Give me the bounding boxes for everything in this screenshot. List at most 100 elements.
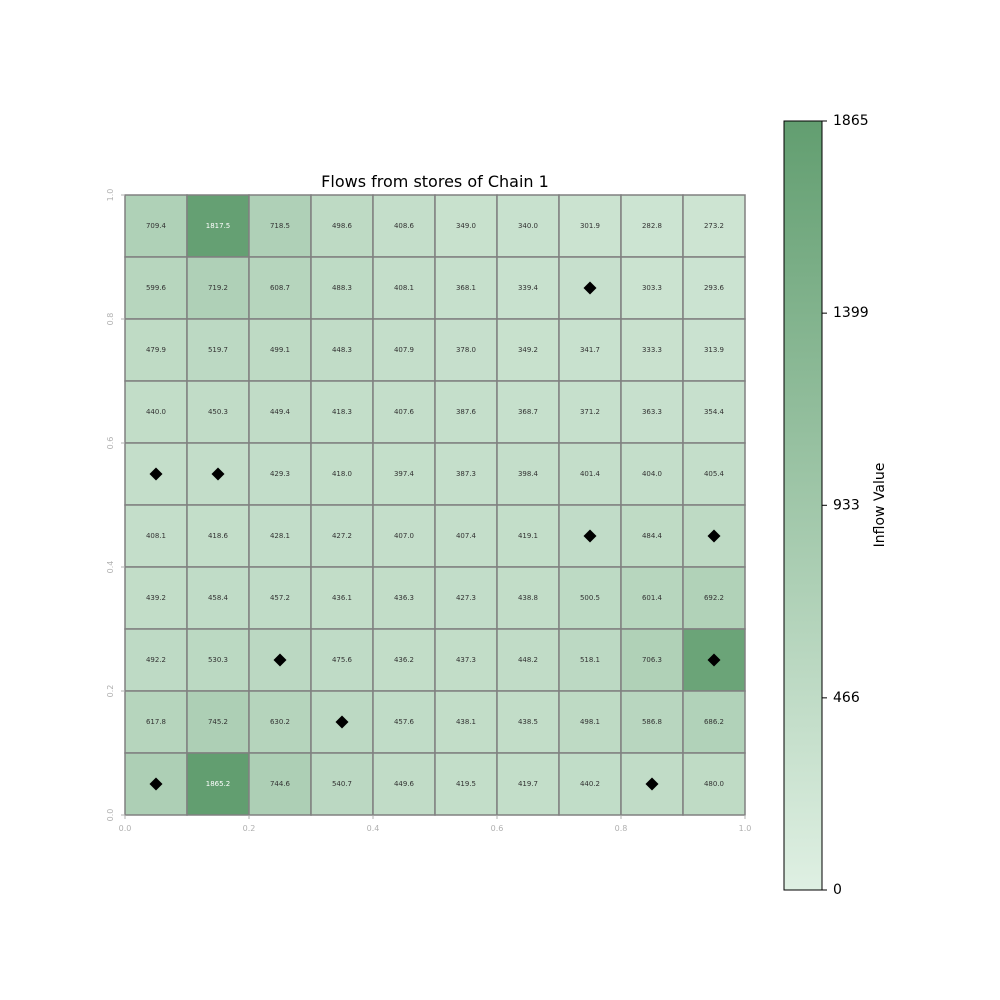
cell-value-label: 339.4 <box>518 284 539 292</box>
heatmap-cell <box>496 318 560 382</box>
cell-value-label: 438.8 <box>518 594 538 602</box>
y-tick-label: 0.6 <box>106 437 115 450</box>
heatmap-cell <box>496 566 560 630</box>
cell-value-label: 363.3 <box>642 408 662 416</box>
cell-value-label: 405.4 <box>704 470 725 478</box>
y-axis-ticks: 0.0 0.2 0.4 0.6 0.8 1.0 <box>106 189 125 822</box>
y-tick-label: 1.0 <box>106 189 115 202</box>
store-marker <box>149 467 163 481</box>
colorbar-ticks: 0 466 933 1399 1865 <box>822 113 869 898</box>
heatmap-cell <box>558 566 622 630</box>
cell-value-label: 586.8 <box>642 718 662 726</box>
y-tick-label: 0.0 <box>106 809 115 822</box>
cell-value-label: 438.5 <box>518 718 538 726</box>
heatmap-cell <box>496 256 560 320</box>
y-tick-label: 0.4 <box>106 561 115 574</box>
cell-value-label: 436.3 <box>394 594 414 602</box>
cell-value-label: 480.0 <box>704 780 724 788</box>
cell-value-label: 418.0 <box>332 470 352 478</box>
cell-value-label: 293.6 <box>704 284 725 292</box>
cell-value-label: 617.8 <box>146 718 166 726</box>
heatmap-cell <box>186 318 250 382</box>
cell-value-label: 407.9 <box>394 346 414 354</box>
cell-value-label: 492.2 <box>146 656 166 664</box>
cell-value-label: 418.3 <box>332 408 352 416</box>
cell-value-label: 408.6 <box>394 222 415 230</box>
heatmap-cell <box>372 442 436 506</box>
heatmap-cell <box>248 690 312 754</box>
colorbar: 0 466 933 1399 1865 Inflow Value <box>783 113 888 898</box>
cell-value-label: 439.2 <box>146 594 166 602</box>
x-tick-label: 0.2 <box>243 824 256 833</box>
y-tick-label: 0.8 <box>106 313 115 326</box>
cell-value-label: 479.9 <box>146 346 166 354</box>
cell-value-label: 448.3 <box>332 346 352 354</box>
heatmap-cell <box>682 690 746 754</box>
heatmap-cell <box>186 628 250 692</box>
cell-value-label: 419.1 <box>518 532 538 540</box>
cell-value-label: 488.3 <box>332 284 352 292</box>
cell-value-label: 498.6 <box>332 222 353 230</box>
cell-value-label: 440.0 <box>146 408 166 416</box>
heatmap-cell <box>124 566 188 630</box>
heatmap-cell <box>124 318 188 382</box>
store-markers <box>149 281 721 791</box>
x-tick-label: 1.0 <box>739 824 752 833</box>
cell-value-label: 475.6 <box>332 656 353 664</box>
heatmap-cell <box>310 566 374 630</box>
cell-value-label: 407.6 <box>394 408 415 416</box>
store-marker <box>645 777 659 791</box>
cell-value-label: 397.4 <box>394 470 415 478</box>
cell-value-label: 484.4 <box>642 532 663 540</box>
cell-value-label: 387.3 <box>456 470 476 478</box>
heatmap-cell <box>124 690 188 754</box>
heatmap-cell <box>434 442 498 506</box>
heatmap-cell <box>248 752 312 816</box>
cell-value-label: 371.2 <box>580 408 600 416</box>
cell-value-label: 419.5 <box>456 780 476 788</box>
cell-value-label: 378.0 <box>456 346 476 354</box>
colorbar-tick-label: 0 <box>833 882 842 898</box>
heatmap-cell <box>310 256 374 320</box>
cell-value-label: 301.9 <box>580 222 600 230</box>
heatmap-cell <box>434 566 498 630</box>
cell-value-label: 630.2 <box>270 718 290 726</box>
heatmap-cells <box>124 194 746 816</box>
store-marker <box>335 715 349 729</box>
cell-value-label: 387.6 <box>456 408 477 416</box>
cell-value-label: 273.2 <box>704 222 724 230</box>
heatmap-cell <box>620 318 684 382</box>
heatmap-cell <box>186 690 250 754</box>
store-marker <box>211 467 225 481</box>
x-tick-label: 0.8 <box>615 824 628 833</box>
heatmap-cell <box>682 752 746 816</box>
cell-value-label: 429.3 <box>270 470 290 478</box>
heatmap-cell <box>186 194 250 258</box>
cell-value-label: 519.7 <box>208 346 228 354</box>
heatmap-cell <box>248 442 312 506</box>
cell-value-labels: 709.4 1817.5 718.5 498.6 408.6 349.0 340.0 301.… <box>146 222 725 788</box>
heatmap-cell <box>682 256 746 320</box>
cell-value-label: 706.3 <box>642 656 662 664</box>
cell-value-label: 744.6 <box>270 780 291 788</box>
heatmap-cell <box>496 752 560 816</box>
cell-value-label: 458.4 <box>208 594 229 602</box>
cell-value-label: 368.1 <box>456 284 476 292</box>
cell-value-label: 398.4 <box>518 470 539 478</box>
cell-value-label: 1865.2 <box>206 780 231 788</box>
heatmap-cell <box>496 690 560 754</box>
heatmap-cell <box>682 194 746 258</box>
heatmap-cell <box>372 690 436 754</box>
heatmap-cell <box>434 256 498 320</box>
cell-value-label: 692.2 <box>704 594 724 602</box>
cell-value-label: 436.1 <box>332 594 352 602</box>
cell-value-label: 449.4 <box>270 408 291 416</box>
heatmap-cell <box>186 752 250 816</box>
cell-value-label: 354.4 <box>704 408 725 416</box>
cell-value-label: 457.6 <box>394 718 415 726</box>
cell-value-label: 427.3 <box>456 594 476 602</box>
colorbar-tick-label: 933 <box>833 497 860 513</box>
cell-value-label: 718.5 <box>270 222 290 230</box>
heatmap-cell <box>248 504 312 568</box>
y-tick-label: 0.2 <box>106 685 115 698</box>
